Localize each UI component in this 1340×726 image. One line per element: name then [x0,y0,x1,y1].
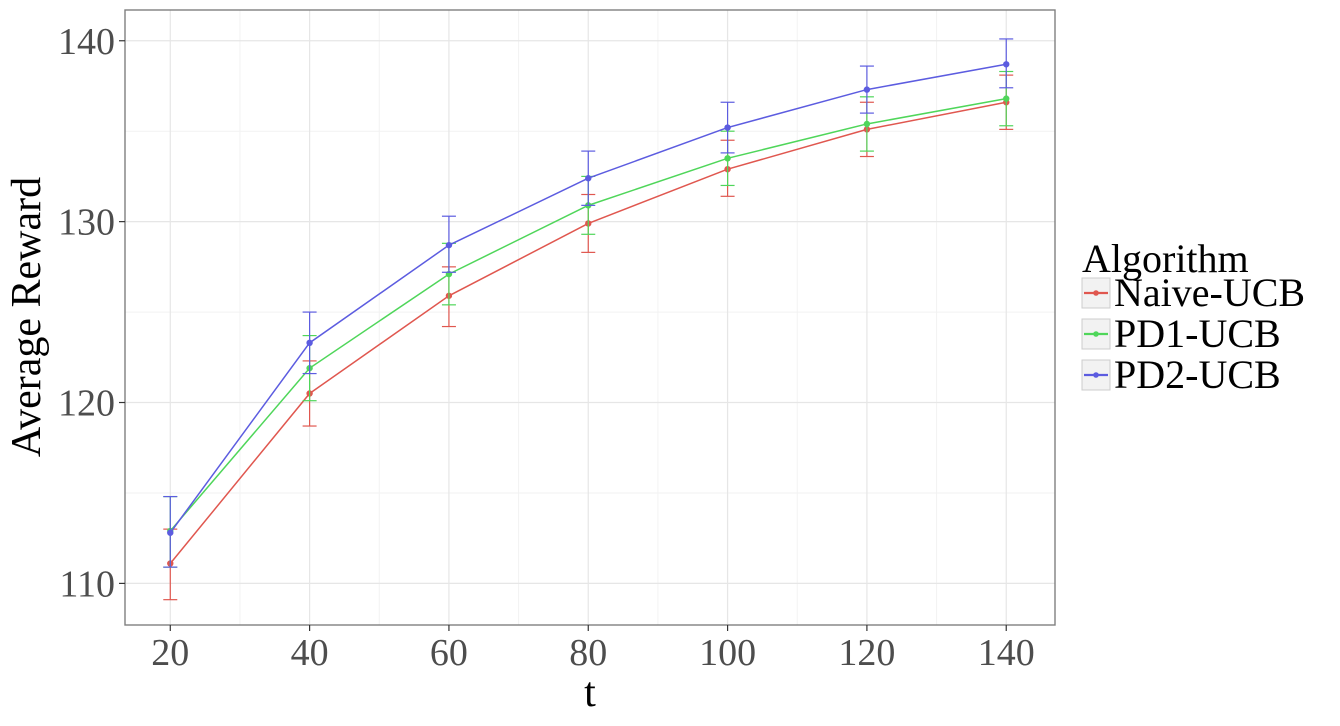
x-tick-label: 40 [291,632,329,674]
x-tick-label: 20 [151,632,189,674]
x-axis: 20 40 60 80 100 120 140 [151,625,1035,674]
y-axis-title: Average Reward [4,177,50,457]
legend-item-Naive-UCB: Naive-UCB [1081,270,1305,315]
data-point [724,124,731,131]
x-tick-label: 100 [699,632,756,674]
data-point [585,175,592,182]
y-tick-label: 140 [58,21,115,63]
x-tick-label: 60 [430,632,468,674]
legend-key-point [1093,372,1099,378]
x-tick-label: 140 [978,632,1035,674]
legend-label: PD2-UCB [1114,352,1281,397]
legend-item-PD2-UCB: PD2-UCB [1081,352,1281,397]
x-tick-label: 120 [838,632,895,674]
legend-label: PD1-UCB [1114,311,1281,356]
grid-major [125,10,1055,625]
y-tick-label: 120 [58,383,115,425]
data-point [306,339,313,347]
series-PD2-UCB [163,38,1014,568]
data-point [1003,61,1010,68]
data-point [863,120,871,128]
legend-key-point [1093,290,1099,296]
x-axis-title: t [584,670,596,716]
data-point [724,155,731,162]
legend-key-point [1093,331,1099,337]
y-tick-label: 130 [58,202,115,244]
grid-minor [125,10,1055,625]
data-point [445,241,453,249]
y-axis: 110 120 130 140 [58,21,125,605]
plot-panel [124,9,1056,626]
data-point [1003,95,1010,102]
y-tick-label: 110 [59,563,115,605]
data-point [863,86,871,93]
legend-item-PD1-UCB: PD1-UCB [1081,311,1281,356]
legend-title: Algorithm [1082,236,1249,281]
x-tick-label: 80 [569,632,607,674]
series-layer [163,38,1014,601]
legend-label: Naive-UCB [1114,270,1305,315]
data-point [167,529,174,536]
